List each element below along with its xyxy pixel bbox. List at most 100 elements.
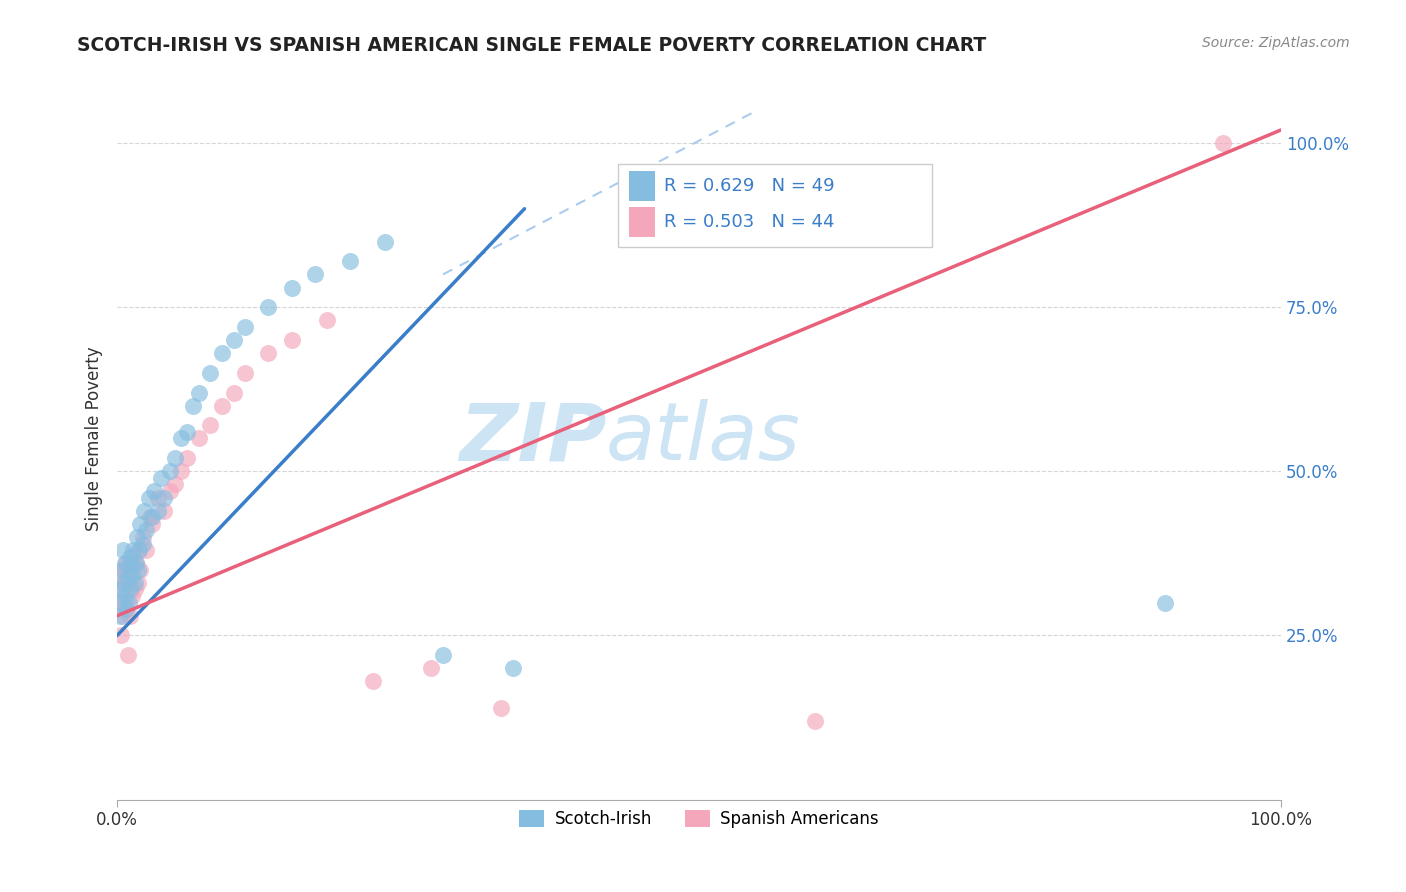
Point	[176, 451, 198, 466]
Point	[152, 504, 174, 518]
Point	[108, 596, 131, 610]
Point	[121, 589, 143, 603]
Point	[115, 602, 138, 616]
Point	[374, 235, 396, 249]
Point	[117, 648, 139, 662]
Text: R = 0.503   N = 44: R = 0.503 N = 44	[664, 213, 835, 231]
Point	[118, 608, 141, 623]
Point	[115, 556, 138, 570]
Point	[114, 596, 136, 610]
Point	[121, 569, 143, 583]
Point	[432, 648, 454, 662]
Point	[211, 399, 233, 413]
Point	[222, 333, 245, 347]
Point	[222, 385, 245, 400]
Point	[118, 596, 141, 610]
Point	[110, 628, 132, 642]
Point	[159, 483, 181, 498]
Point	[111, 608, 134, 623]
Point	[129, 516, 152, 531]
Point	[339, 254, 361, 268]
Bar	[617, 164, 932, 247]
Point	[200, 418, 222, 433]
Point	[165, 477, 187, 491]
Point	[170, 432, 193, 446]
Y-axis label: Single Female Poverty: Single Female Poverty	[86, 346, 103, 531]
Bar	[630, 170, 655, 201]
Point	[489, 700, 512, 714]
Point	[127, 575, 149, 590]
Point	[128, 543, 150, 558]
Point	[135, 543, 157, 558]
Point	[122, 549, 145, 564]
Point	[120, 563, 142, 577]
Point	[111, 596, 134, 610]
Point	[117, 569, 139, 583]
Point	[120, 556, 142, 570]
Point	[176, 425, 198, 439]
Point	[146, 504, 169, 518]
Point	[125, 556, 148, 570]
Text: SCOTCH-IRISH VS SPANISH AMERICAN SINGLE FEMALE POVERTY CORRELATION CHART: SCOTCH-IRISH VS SPANISH AMERICAN SINGLE …	[77, 36, 987, 54]
Point	[110, 582, 132, 597]
Point	[159, 464, 181, 478]
Point	[361, 674, 384, 689]
Point	[281, 280, 304, 294]
Point	[114, 556, 136, 570]
Point	[135, 524, 157, 538]
Point	[111, 582, 134, 597]
Point	[187, 432, 209, 446]
Point	[146, 491, 169, 505]
Bar	[630, 207, 655, 237]
Point	[1212, 136, 1234, 150]
Point	[111, 563, 134, 577]
Point	[132, 504, 155, 518]
Point	[118, 575, 141, 590]
Point	[132, 530, 155, 544]
Point	[315, 313, 337, 327]
Text: R = 0.629   N = 49: R = 0.629 N = 49	[664, 177, 835, 194]
Point	[170, 464, 193, 478]
Point	[233, 319, 256, 334]
Point	[804, 714, 827, 728]
Point	[304, 268, 326, 282]
Point	[138, 491, 160, 505]
Point	[118, 582, 141, 597]
Point	[118, 549, 141, 564]
Point	[132, 536, 155, 550]
Point	[1153, 596, 1175, 610]
Point	[502, 661, 524, 675]
Point	[111, 543, 134, 558]
Point	[181, 399, 204, 413]
Point	[165, 451, 187, 466]
Point	[124, 575, 146, 590]
Point	[124, 582, 146, 597]
Point	[152, 491, 174, 505]
Point	[108, 608, 131, 623]
Point	[112, 575, 135, 590]
Point	[420, 661, 443, 675]
Point	[127, 563, 149, 577]
Point	[125, 556, 148, 570]
Point	[129, 563, 152, 577]
Point	[187, 385, 209, 400]
Point	[141, 510, 163, 524]
Point	[257, 346, 280, 360]
Point	[150, 471, 173, 485]
Point	[128, 543, 150, 558]
Point	[110, 569, 132, 583]
Legend: Scotch-Irish, Spanish Americans: Scotch-Irish, Spanish Americans	[513, 803, 886, 835]
Point	[111, 563, 134, 577]
Point	[233, 366, 256, 380]
Point	[122, 543, 145, 558]
Point	[281, 333, 304, 347]
Point	[112, 575, 135, 590]
Text: ZIP: ZIP	[458, 400, 606, 477]
Point	[211, 346, 233, 360]
Point	[200, 366, 222, 380]
Text: Source: ZipAtlas.com: Source: ZipAtlas.com	[1202, 36, 1350, 50]
Point	[257, 300, 280, 314]
Point	[143, 483, 166, 498]
Point	[141, 516, 163, 531]
Point	[125, 530, 148, 544]
